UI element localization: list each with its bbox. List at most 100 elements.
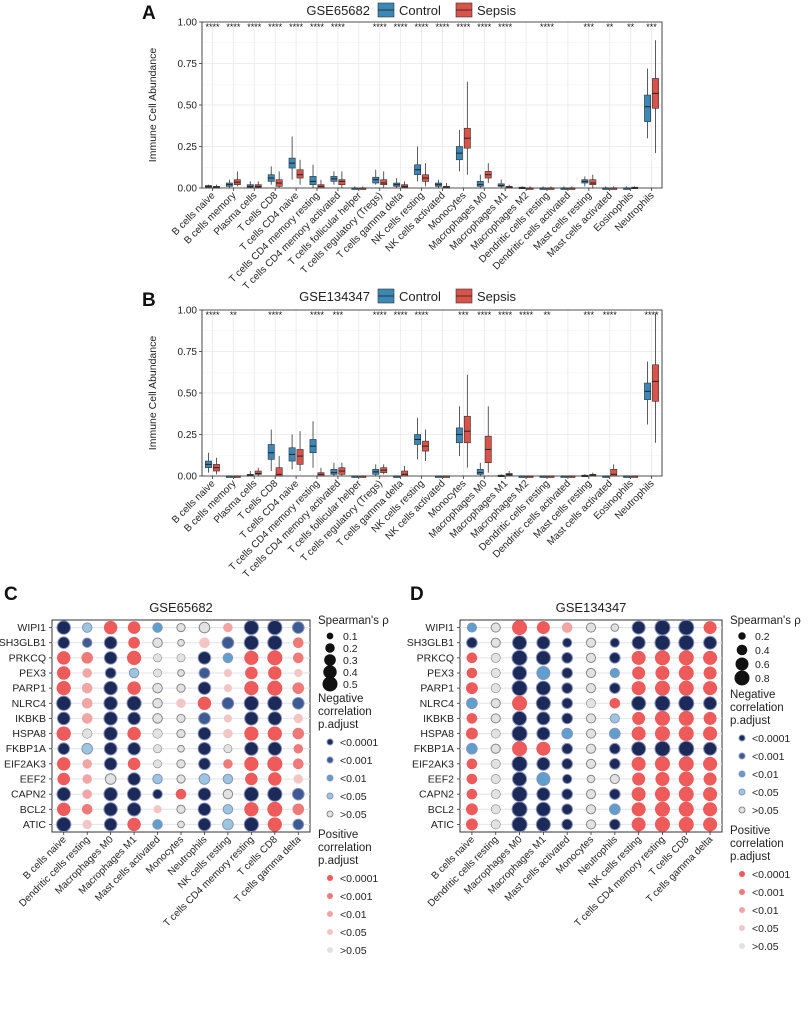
box-sepsis-1 <box>233 475 241 478</box>
dot-4-10 <box>703 681 718 696</box>
legend-neg-title: correlation <box>318 706 372 718</box>
dot-5-10 <box>291 696 305 710</box>
dot-7-6 <box>609 727 621 740</box>
dot-13-9 <box>267 817 282 832</box>
dot-12-4 <box>561 803 573 816</box>
box-control-5 <box>309 164 317 188</box>
box-sepsis-4 <box>296 431 304 472</box>
box-control-12 <box>455 406 463 457</box>
dot-2-7 <box>631 650 646 665</box>
y-tick-label: 0.25 <box>178 430 198 441</box>
dot-2-4 <box>561 652 573 664</box>
legend-pos-title: correlation <box>318 842 372 854</box>
dot-10-5 <box>176 774 186 784</box>
dot-3-7 <box>632 666 646 680</box>
significance-label: **** <box>268 22 283 32</box>
dot-5-7 <box>631 695 647 711</box>
dot-4-6 <box>197 681 212 695</box>
dot-2-3 <box>535 650 551 666</box>
dot-1-7 <box>221 636 235 650</box>
significance-label: *** <box>458 310 469 320</box>
dot-3-4 <box>153 668 162 678</box>
legend-size-dot <box>736 644 748 656</box>
box-body <box>309 176 317 185</box>
dot-11-4 <box>561 788 573 800</box>
dot-8-1 <box>81 742 93 755</box>
significance-label: **** <box>603 310 618 320</box>
dot-8-4 <box>561 742 573 755</box>
box-body <box>652 364 659 402</box>
box-sepsis-20 <box>631 475 639 478</box>
dot-10-10 <box>703 772 717 786</box>
legend-size-dot <box>325 643 335 653</box>
dot-10-9 <box>678 771 694 787</box>
dot-11-1 <box>82 789 92 799</box>
box-control-17 <box>560 186 568 190</box>
dot-9-8 <box>654 756 670 772</box>
legend-label-control: Control <box>399 3 441 18</box>
dot-4-4 <box>152 682 163 694</box>
dot-0-2 <box>103 620 118 635</box>
box-sepsis-10 <box>422 429 429 462</box>
box-sepsis-16 <box>547 186 555 190</box>
dot-4-6 <box>609 682 621 694</box>
dot-1-8 <box>243 635 259 651</box>
panel-a-boxplot: A GSE65682 Control Sepsis 0.00 0.25 0.50 0.75 1.… <box>142 2 663 292</box>
dot-9-3 <box>536 756 551 771</box>
gene-label: ATIC <box>23 819 47 831</box>
y-tick-label: 0.75 <box>178 347 198 358</box>
gene-label: HSPA8 <box>12 728 46 740</box>
dot-12-4 <box>153 805 162 814</box>
legend-neg-dot <box>738 788 746 796</box>
dot-0-5 <box>585 622 597 633</box>
dot-7-7 <box>631 726 646 741</box>
dot-9-0 <box>466 758 478 770</box>
legend-pos-label: <0.001 <box>340 891 373 903</box>
dot-2-1 <box>490 652 501 663</box>
dot-9-3 <box>127 757 141 771</box>
dot-6-4 <box>561 712 573 725</box>
dot-2-10 <box>703 650 718 665</box>
significance-label: **** <box>373 22 388 32</box>
dot-3-5 <box>585 667 597 679</box>
dot-13-6 <box>609 818 621 831</box>
y-tick-label: 0.00 <box>178 472 198 483</box>
dot-0-8 <box>654 619 671 636</box>
dot-9-9 <box>678 756 694 772</box>
box-control-16 <box>539 186 547 190</box>
gene-label: EIF2AK3 <box>412 758 454 770</box>
dot-3-10 <box>703 666 717 680</box>
dot-8-9 <box>267 741 283 756</box>
panel-letter: A <box>142 3 156 24</box>
box-body <box>296 449 304 465</box>
dot-12-9 <box>267 801 283 817</box>
box-control-15 <box>518 186 526 189</box>
dot-3-2 <box>512 665 528 681</box>
dot-6-6 <box>609 713 620 724</box>
dot-7-9 <box>267 726 282 741</box>
box-control-18 <box>581 474 589 477</box>
significance-label: **** <box>415 22 430 32</box>
dot-6-8 <box>244 711 259 726</box>
dot-1-1 <box>81 637 93 648</box>
dot-3-9 <box>678 665 694 681</box>
dot-9-7 <box>631 756 646 771</box>
dot-1-6 <box>609 637 620 648</box>
dot-11-4 <box>152 788 163 800</box>
dot-4-7 <box>223 684 233 693</box>
dot-12-10 <box>703 802 718 817</box>
legend-size-dot <box>734 670 750 686</box>
box-sepsis-2 <box>254 467 262 476</box>
dot-3-10 <box>294 668 303 678</box>
dot-2-9 <box>267 650 283 666</box>
legend-neg-label: <0.001 <box>752 751 785 763</box>
panel-c-dotplot: C GSE65682 WIPI1 SH3GLB1 PRKCQ PEX3 PARP1 NLRC4… <box>0 584 389 957</box>
dot-12-9 <box>678 801 694 817</box>
box-sepsis-1 <box>233 171 241 187</box>
panel-b-boxplot: B GSE134347 Control Sepsis 0.00 0.25 0.50 0.75 1… <box>142 288 663 580</box>
box-sepsis-21 <box>652 313 659 443</box>
box-control-21 <box>644 68 652 139</box>
box-sepsis-18 <box>589 174 597 188</box>
dot-5-6 <box>197 696 212 710</box>
